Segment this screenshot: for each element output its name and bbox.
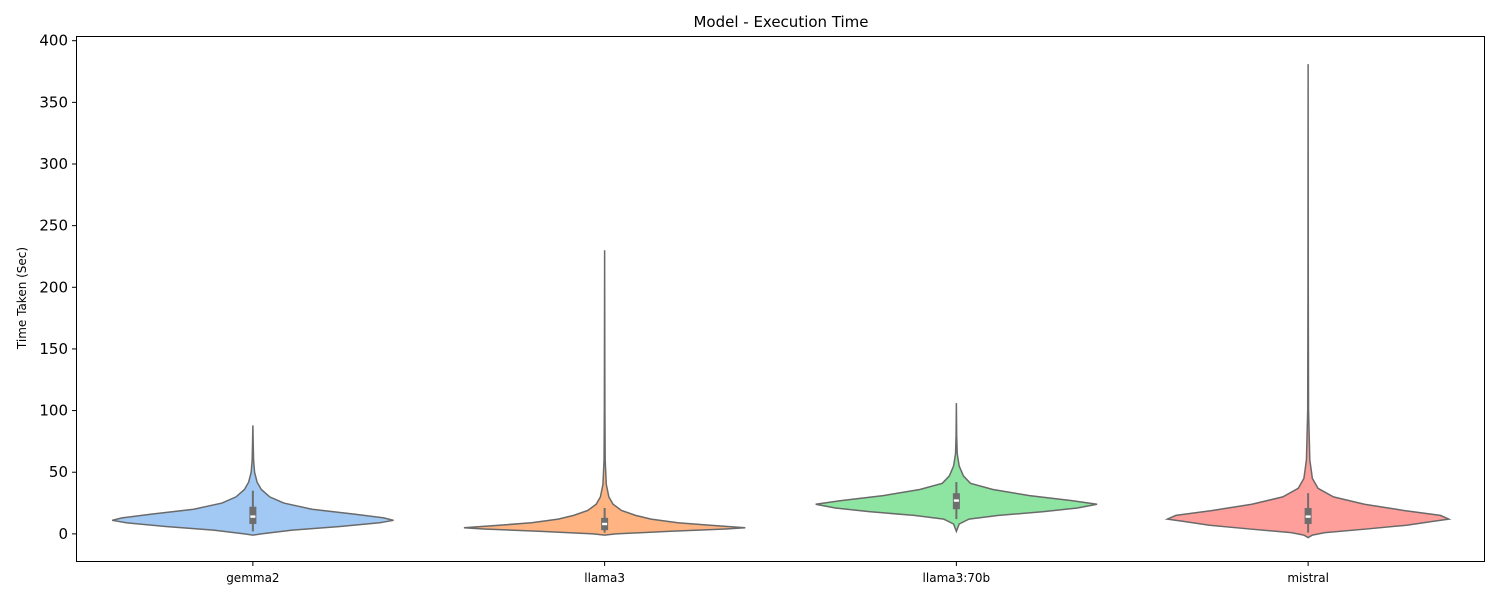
iqr-box-gemma2 bbox=[249, 506, 257, 525]
violin-gemma2 bbox=[111, 425, 394, 536]
y-tick-label: 150 bbox=[39, 340, 68, 358]
median-llama3:70b bbox=[953, 499, 959, 502]
plot-frame bbox=[76, 36, 1485, 562]
y-tick-label: 400 bbox=[39, 32, 68, 50]
y-tick-label: 0 bbox=[58, 525, 68, 543]
x-tick-label: llama3:70b bbox=[923, 571, 991, 585]
y-tick-label: 50 bbox=[49, 463, 68, 481]
x-tick-label: llama3 bbox=[584, 571, 625, 585]
y-tick-label: 100 bbox=[39, 402, 68, 420]
chart-title: Model - Execution Time bbox=[693, 13, 868, 31]
plot-area bbox=[111, 64, 1452, 539]
y-tick-label: 350 bbox=[39, 93, 68, 111]
violin-llama3:70b bbox=[815, 403, 1098, 534]
y-tick-label: 200 bbox=[39, 278, 68, 296]
y-axis-label: Time Taken (Sec) bbox=[15, 247, 29, 350]
x-tick-label: mistral bbox=[1287, 571, 1329, 585]
y-tick-label: 300 bbox=[39, 155, 68, 173]
x-tick-label: gemma2 bbox=[226, 571, 279, 585]
y-tick-label: 250 bbox=[39, 217, 68, 235]
median-gemma2 bbox=[250, 515, 256, 518]
median-llama3 bbox=[602, 522, 608, 526]
median-mistral bbox=[1305, 515, 1311, 518]
violin-llama3 bbox=[463, 250, 746, 536]
violin-mistral bbox=[1164, 64, 1452, 539]
